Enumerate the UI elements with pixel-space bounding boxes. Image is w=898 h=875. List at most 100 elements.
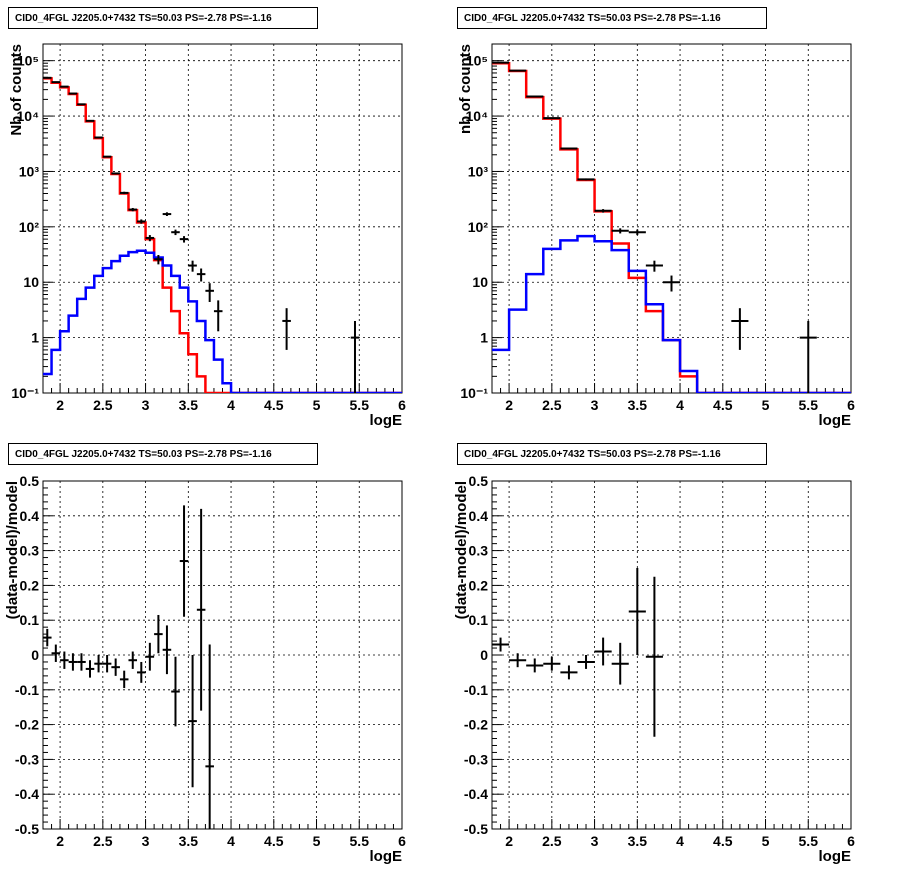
y-tick-label: 10⁻¹ xyxy=(11,385,39,401)
data-point xyxy=(492,637,510,652)
data-point xyxy=(119,191,129,195)
data-point xyxy=(111,658,120,676)
data-point xyxy=(594,637,612,666)
data-point xyxy=(577,655,595,669)
y-axis-label: Nb of counts xyxy=(8,44,25,136)
y-tick-label: -0.1 xyxy=(464,682,488,698)
y-tick-label: 10⁵ xyxy=(17,53,39,69)
data-point xyxy=(188,655,197,788)
y-tick-label: 1 xyxy=(31,330,39,346)
x-tick-label: 4 xyxy=(676,833,684,849)
data-point xyxy=(205,644,214,829)
y-axis: -0.5 -0.4 -0.3 -0.2 -0.1 0 0.1 0.2 0.3 0.4 0.5 xyxy=(464,473,502,837)
y-tick-label: -0.5 xyxy=(15,821,39,837)
data-point xyxy=(102,655,112,673)
x-tick-label: 3 xyxy=(591,833,599,849)
x-tick-label: 5.5 xyxy=(799,833,819,849)
x-tick-label: 3 xyxy=(591,397,599,413)
x-tick-label: 5 xyxy=(762,833,770,849)
y-axis-label: (data-model)/model xyxy=(4,481,21,619)
y-tick-label: 10 xyxy=(472,274,488,290)
y-tick-label: 0.3 xyxy=(20,543,40,559)
x-tick-label: 4 xyxy=(676,397,684,413)
y-tick-label: -0.4 xyxy=(15,786,39,802)
y-tick-label: 0 xyxy=(31,647,39,663)
data-point xyxy=(145,642,155,671)
data-point xyxy=(196,508,206,711)
x-tick-label: 2.5 xyxy=(542,397,562,413)
data-point xyxy=(85,119,95,122)
y-axis: 10⁻¹ 1 10 10² 10³ 10⁴ 10⁵ xyxy=(11,43,53,401)
x-tick-label: 4 xyxy=(227,833,235,849)
data-point xyxy=(645,576,663,737)
x-axis: 2 2.5 3 3.5 4 4.5 5 5.5 6 xyxy=(491,819,855,849)
y-tick-label: 10² xyxy=(468,219,489,235)
pad-title: CID0_4FGL J2205.0+7432 TS=50.03 PS=-2.78… xyxy=(457,7,767,29)
data-point xyxy=(85,660,95,678)
x-tick-label: 6 xyxy=(847,397,855,413)
residual-chart-coarse: 2 2.5 3 3.5 4 4.5 5 5.5 6logE-0.5-0.4-0.3-0.2-0.… xyxy=(453,473,855,865)
y-tick-label: 0.2 xyxy=(20,577,40,593)
y-tick-label: 0.3 xyxy=(469,543,489,559)
x-tick-label: 4.5 xyxy=(713,397,733,413)
data-point xyxy=(171,656,180,727)
x-tick-label: 3.5 xyxy=(179,833,199,849)
data-point xyxy=(111,172,120,175)
series-line xyxy=(492,61,851,393)
y-tick-label: -0.2 xyxy=(15,717,39,733)
x-tick-label: 2.5 xyxy=(93,833,113,849)
x-tick-label: 3.5 xyxy=(179,397,199,413)
pad-counts-fine: CID0_4FGL J2205.0+7432 TS=50.03 PS=-2.78… xyxy=(0,0,449,437)
x-axis-label: logE xyxy=(370,848,403,865)
y-tick-label: 10 xyxy=(23,274,39,290)
grid xyxy=(492,480,852,830)
data-point xyxy=(94,136,103,139)
data-point xyxy=(543,117,561,120)
x-tick-label: 4.5 xyxy=(713,833,733,849)
x-tick-label: 6 xyxy=(847,833,855,849)
y-tick-label: 10⁴ xyxy=(466,108,489,124)
data-point xyxy=(137,661,146,683)
x-tick-label: 2 xyxy=(56,397,64,413)
x-tick-label: 3.5 xyxy=(628,397,648,413)
series-line xyxy=(43,77,402,393)
grid xyxy=(43,480,403,830)
series-line xyxy=(492,234,851,393)
data-point xyxy=(179,505,189,617)
plot-area xyxy=(43,76,402,393)
y-axis-label: (data-model)/model xyxy=(453,481,470,619)
y-tick-label: 10² xyxy=(19,219,40,235)
data-point xyxy=(560,147,578,150)
y-tick-label: 0.5 xyxy=(20,473,40,489)
y-tick-label: 10⁴ xyxy=(17,108,40,124)
data-point xyxy=(137,219,146,224)
y-tick-label: -0.3 xyxy=(464,751,488,767)
x-tick-label: 5 xyxy=(313,397,321,413)
y-tick-label: 0.2 xyxy=(469,577,489,593)
data-point xyxy=(188,260,197,272)
data-point xyxy=(145,235,155,242)
data-point xyxy=(68,653,78,671)
data-point xyxy=(350,320,360,393)
y-tick-label: -0.4 xyxy=(464,786,488,802)
y-axis: -0.5 -0.4 -0.3 -0.2 -0.1 0 0.1 0.2 0.3 0.4 0.5 xyxy=(15,473,53,837)
pad-title: CID0_4FGL J2205.0+7432 TS=50.03 PS=-2.78… xyxy=(8,443,318,465)
plot-area xyxy=(492,61,851,393)
y-tick-label: 1 xyxy=(480,330,488,346)
y-tick-label: -0.2 xyxy=(464,717,488,733)
x-tick-label: 3 xyxy=(142,833,150,849)
x-tick-label: 2 xyxy=(505,833,513,849)
y-tick-label: 0.4 xyxy=(469,508,489,524)
pad-counts-coarse: CID0_4FGL J2205.0+7432 TS=50.03 PS=-2.78… xyxy=(449,0,898,437)
x-tick-label: 3 xyxy=(142,397,150,413)
x-tick-label: 6 xyxy=(398,397,406,413)
pad-title: CID0_4FGL J2205.0+7432 TS=50.03 PS=-2.78… xyxy=(457,443,767,465)
plot-area xyxy=(492,568,663,737)
y-tick-label: -0.5 xyxy=(464,821,488,837)
y-tick-label: 10⁵ xyxy=(466,53,488,69)
x-tick-label: 4 xyxy=(227,397,235,413)
x-axis-label: logE xyxy=(819,848,852,865)
data-point xyxy=(594,209,612,213)
